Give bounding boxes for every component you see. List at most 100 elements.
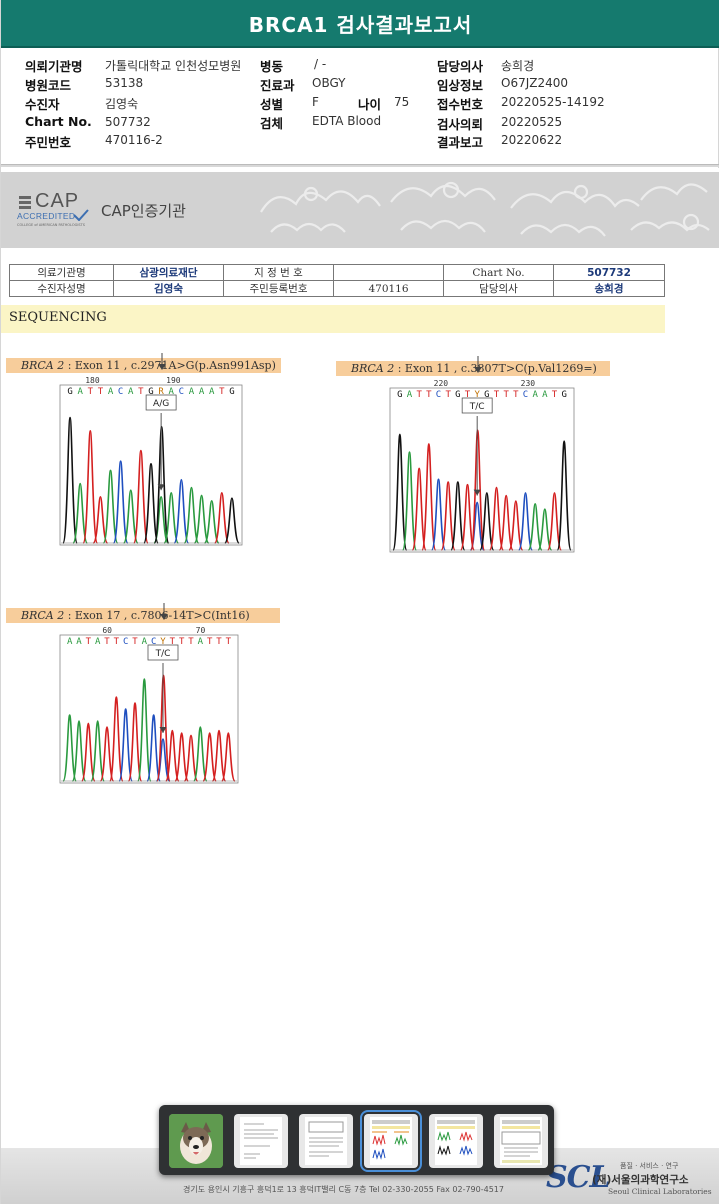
base-letter: T	[465, 390, 471, 400]
base-letter: A	[142, 637, 148, 647]
trace-peak	[62, 714, 77, 782]
base-letter: C	[179, 387, 184, 397]
trace-peak	[546, 492, 563, 551]
trace-peak	[224, 497, 240, 544]
dept-value: OBGY	[312, 76, 346, 90]
hospital-value: 가톨릭대학교 인천성모병원	[105, 59, 242, 73]
gene-name: BRCA 2	[21, 359, 65, 372]
base-letter: G	[455, 390, 460, 400]
mutation-label-1: BRCA 2 : Exon 11 , c.2971A>G(p.Asn991Asp…	[6, 358, 281, 373]
trace-peak	[459, 483, 476, 551]
down-arrow-icon	[158, 353, 167, 370]
cap-certified-label: CAP인증기관	[101, 202, 186, 220]
footer-address: 경기도 용인시 기흥구 흥덕1로 13 흥덕IT밸리 C동 7층 Tel 02-…	[183, 1185, 504, 1194]
base-letter: T	[207, 637, 213, 647]
clinical-label: 임상정보	[437, 78, 484, 93]
mutation-desc: : Exon 11 , c.3807T>C(p.Val1269=)	[394, 362, 597, 375]
down-arrow-icon	[160, 603, 168, 620]
id-label: 주민번호	[25, 135, 72, 150]
mutation-desc: : Exon 17 , c.7806-14T>C(Int16)	[64, 609, 250, 622]
base-letter: T	[552, 390, 558, 400]
position-label: 220	[434, 379, 449, 388]
gene-name: BRCA 2	[21, 609, 65, 622]
variant-call: T/C	[155, 649, 171, 659]
base-letter: T	[98, 387, 104, 397]
trace-peak	[81, 722, 96, 782]
chromatogram-svg: 60 70A A T A T T C T A C Y T T T A T T TT/C	[59, 626, 239, 784]
ward-value: / -	[314, 57, 327, 71]
table-cell: 의료기관명	[9, 264, 114, 281]
arrow-icon	[159, 727, 167, 733]
thumbnail-report-page-1[interactable]	[234, 1114, 288, 1168]
trace-peak	[122, 489, 139, 544]
trace-peak	[221, 732, 236, 782]
trace-peak	[153, 426, 170, 544]
sex-value: F	[312, 95, 319, 109]
trace-peak	[193, 726, 208, 782]
scl-english-name: Seoul Clinical Laboratories	[608, 1187, 712, 1196]
base-letter: A	[209, 387, 215, 397]
base-letter: R	[158, 387, 164, 397]
trace-peak	[479, 492, 495, 551]
dept-label: 진료과	[260, 78, 295, 93]
base-letter: G	[229, 387, 234, 397]
table-cell: 지 정 번 호	[223, 264, 334, 281]
variant-call: A/G	[153, 399, 169, 409]
age-label: 나이	[358, 97, 382, 112]
base-letter: A	[542, 390, 548, 400]
trace-peak	[488, 486, 505, 551]
thumbnail-dog-photo[interactable]	[169, 1114, 223, 1168]
trace-peak	[133, 449, 149, 544]
document-page-icon	[500, 1117, 542, 1165]
clinical-value: O67JZ2400	[501, 76, 569, 90]
base-letter: G	[397, 390, 402, 400]
patient-label: 수진자	[25, 97, 60, 112]
position-label: 180	[85, 376, 100, 385]
base-letter: C	[151, 637, 156, 647]
cap-logo-word: CAP	[35, 190, 80, 212]
base-letter: T	[104, 637, 110, 647]
trace-peak	[527, 502, 543, 551]
chromatogram-3: 60 70 A A T A T T C T A C Y T T T A T T T T/C	[59, 603, 241, 787]
base-letter: A	[95, 637, 101, 647]
sex-label: 성별	[260, 97, 284, 112]
report-title-bar: BRCA1 검사결과보고서	[1, 0, 719, 48]
scl-tagline: 품질 · 서비스 · 연구	[620, 1162, 679, 1170]
hospital-label: 의뢰기관명	[25, 59, 83, 74]
report-title: BRCA1 검사결과보고서	[248, 12, 473, 37]
table-cell: Chart No.	[443, 264, 554, 281]
thumbnail-report-page-2[interactable]	[299, 1114, 353, 1168]
table-cell: 송희경	[553, 280, 665, 297]
thumbnail-report-page-3[interactable]	[360, 1110, 422, 1172]
request-value: 20220525	[501, 115, 563, 129]
base-letter: Y	[160, 637, 166, 647]
document-page-icon	[240, 1117, 282, 1165]
base-letter: A	[532, 390, 538, 400]
hosp-code-label: 병원코드	[25, 78, 72, 93]
chromatogram-frame	[59, 384, 243, 546]
cap-logo: CAP ACCREDITED COLLEGE of AMERICAN PATHO…	[17, 190, 89, 230]
base-letter: Y	[474, 390, 480, 400]
mutation-desc: : Exon 11 , c.2971A>G(p.Asn991Asp)	[64, 359, 276, 372]
trace-peak	[127, 702, 143, 782]
trace-peak	[62, 416, 78, 544]
base-letter: T	[216, 637, 222, 647]
base-letter: T	[138, 387, 144, 397]
patient-value: 김영숙	[105, 97, 139, 111]
base-letter: T	[494, 390, 500, 400]
trace-peak	[109, 696, 124, 782]
variant-call: T/C	[469, 402, 485, 412]
base-letter: A	[76, 637, 82, 647]
trace-peak	[450, 481, 466, 551]
base-letter: A	[199, 387, 205, 397]
cap-emblem-icon	[19, 196, 31, 209]
thumbnail-report-page-5[interactable]	[494, 1114, 548, 1168]
trace-peak	[508, 500, 524, 551]
base-letter: A	[108, 387, 114, 397]
thumbnail-report-page-4[interactable]	[429, 1114, 483, 1168]
variant-call-box	[147, 644, 179, 661]
document-page-icon	[435, 1117, 477, 1165]
trace-peak	[137, 678, 152, 782]
